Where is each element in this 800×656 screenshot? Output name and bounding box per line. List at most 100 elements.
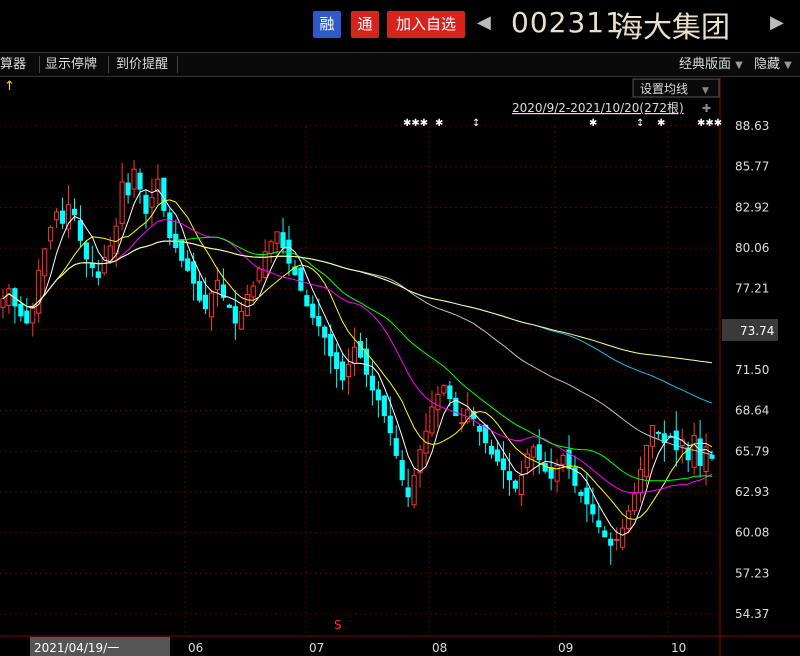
candle-body bbox=[500, 458, 507, 471]
margin-badge[interactable]: 融 bbox=[313, 11, 341, 38]
candle-body bbox=[459, 422, 465, 425]
toolbar-divider bbox=[177, 56, 178, 73]
candle-body bbox=[226, 304, 232, 308]
date-tick-label: 06 bbox=[188, 641, 203, 655]
candle-body bbox=[310, 303, 316, 318]
candle-body bbox=[345, 363, 352, 378]
connect-badge[interactable]: 通 bbox=[351, 11, 379, 38]
layout-selector[interactable]: 经典版面 ▼ bbox=[679, 55, 743, 74]
candle-body bbox=[280, 232, 286, 249]
candle-body bbox=[54, 211, 60, 221]
candle-body bbox=[83, 242, 89, 260]
candle-body bbox=[131, 168, 137, 190]
candle-body bbox=[77, 220, 84, 241]
candle-body bbox=[691, 435, 697, 468]
price-tick-label: 80.06 bbox=[735, 241, 769, 255]
date-tick-label: 09 bbox=[558, 641, 573, 655]
candle-body bbox=[453, 397, 459, 417]
candle-body bbox=[614, 539, 620, 542]
candle-body bbox=[65, 204, 72, 230]
candle-body bbox=[125, 182, 131, 196]
candle-body bbox=[548, 467, 554, 479]
event-marker-icon[interactable]: ↕ bbox=[636, 118, 644, 129]
date-range-label[interactable]: 2020/9/2-2021/10/20(272根) bbox=[512, 101, 684, 115]
current-price-tag bbox=[722, 319, 778, 341]
candle-body bbox=[48, 227, 54, 242]
candle-body bbox=[42, 248, 48, 277]
show-suspended-button[interactable]: 显示停牌 bbox=[45, 57, 98, 72]
candle-body bbox=[220, 284, 227, 298]
candle-body bbox=[566, 449, 572, 469]
event-marker-icon[interactable]: ✱ bbox=[435, 118, 443, 129]
price-axis: 88.6385.7782.9280.0677.2174.3571.5068.64… bbox=[735, 119, 769, 621]
signal-marker-s: S bbox=[334, 618, 342, 632]
candle-body bbox=[393, 438, 399, 456]
price-alert-button[interactable]: 到价提醒 bbox=[116, 57, 169, 72]
ma-line bbox=[2, 189, 713, 536]
kline-chart[interactable]: 88.6385.7782.9280.0677.2174.3571.5068.64… bbox=[0, 76, 800, 656]
ma-line bbox=[2, 199, 713, 520]
ma-line bbox=[2, 240, 713, 364]
triangle-left-icon[interactable]: ◀ bbox=[477, 12, 491, 33]
candle-body bbox=[18, 303, 24, 317]
candle-body bbox=[435, 393, 441, 411]
stock-code: 002311 bbox=[511, 6, 624, 39]
candle-body bbox=[351, 346, 358, 365]
hide-button[interactable]: 隐藏 ▼ bbox=[754, 55, 792, 74]
candle-body bbox=[524, 453, 530, 468]
candle-body bbox=[328, 333, 334, 357]
candle-body bbox=[36, 269, 42, 314]
candle-body bbox=[334, 352, 340, 370]
candle-body bbox=[119, 181, 125, 225]
candle-body bbox=[417, 449, 423, 474]
ma-line bbox=[2, 240, 713, 456]
candle-body bbox=[238, 311, 244, 330]
candle-body bbox=[518, 474, 524, 495]
price-tick-label: 82.92 bbox=[735, 200, 769, 214]
candle-body bbox=[161, 177, 167, 211]
event-marker-icon[interactable]: ✱ bbox=[589, 118, 597, 129]
ma-settings-button[interactable] bbox=[632, 78, 720, 98]
pin-icon[interactable]: ✚ bbox=[702, 102, 711, 115]
candle-body bbox=[685, 447, 691, 461]
event-marker-icon[interactable]: ↕ bbox=[472, 118, 480, 129]
toolbar-divider bbox=[39, 56, 40, 73]
candle-body bbox=[554, 464, 560, 482]
candle-body bbox=[256, 268, 262, 282]
stock-name: 海大集团 bbox=[614, 10, 731, 44]
candle-body bbox=[441, 385, 447, 394]
price-tick-label: 71.50 bbox=[735, 363, 769, 377]
candle-body bbox=[101, 256, 107, 274]
event-marker-icon[interactable]: ✱ bbox=[657, 118, 665, 129]
candle-body bbox=[608, 538, 614, 546]
chart-grid bbox=[0, 76, 800, 656]
candle-body bbox=[214, 279, 221, 291]
candle-body bbox=[602, 530, 608, 538]
ma-line bbox=[2, 240, 713, 404]
candle-body bbox=[626, 510, 632, 529]
candle-body bbox=[6, 288, 12, 306]
candle-body bbox=[637, 469, 644, 493]
calculator-button[interactable]: 计算器 bbox=[0, 57, 27, 72]
event-marker-icon[interactable]: ✱✱✱ bbox=[697, 118, 722, 129]
current-price-value: 73.74 bbox=[740, 324, 774, 338]
candle-body bbox=[250, 285, 256, 298]
candle-body bbox=[411, 474, 417, 506]
candle-body bbox=[24, 310, 30, 324]
add-watchlist-button[interactable]: 加入自选 bbox=[387, 11, 465, 38]
triangle-right-icon[interactable]: ▶ bbox=[770, 12, 784, 33]
date-axis: 2021/04/19/一 06 07 08 09 10 bbox=[30, 637, 686, 656]
chart-overlay: ↑ 设置均线 ▼ 2020/9/2-2021/10/20(272根) ✚ ✱✱✱… bbox=[4, 78, 778, 632]
candle-body bbox=[89, 262, 95, 268]
event-marker-icon[interactable]: ✱✱✱ bbox=[403, 118, 428, 129]
candle-body bbox=[197, 281, 203, 301]
candle-body bbox=[506, 471, 513, 481]
candle-body bbox=[477, 425, 483, 432]
candle-body bbox=[578, 491, 584, 496]
candle-body bbox=[71, 208, 78, 216]
ma-line bbox=[2, 236, 713, 482]
date-cursor-box bbox=[30, 637, 170, 656]
candle-body bbox=[429, 406, 435, 434]
candle-body bbox=[167, 212, 173, 239]
candle-body bbox=[488, 445, 495, 455]
